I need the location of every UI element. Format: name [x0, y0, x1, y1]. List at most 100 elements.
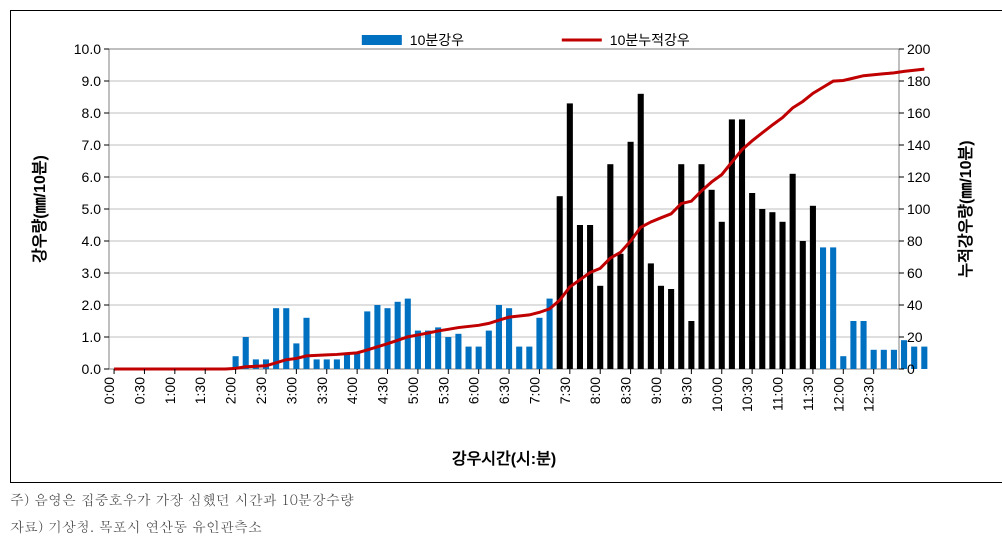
x-tick: 3:30	[314, 377, 330, 404]
x-tick: 1:00	[162, 377, 178, 404]
x-tick: 7:00	[526, 377, 542, 404]
legend-label-line: 10분누적강우	[610, 32, 690, 48]
y-right-tick: 0	[907, 361, 915, 377]
y-right-tick: 60	[907, 265, 923, 281]
bar	[688, 321, 694, 369]
x-tick: 9:00	[648, 377, 664, 404]
y-left-tick: 10.0	[74, 41, 101, 57]
bar	[749, 193, 755, 369]
bar	[759, 209, 765, 369]
y-right-tick: 20	[907, 329, 923, 345]
bar	[364, 311, 370, 369]
bar	[567, 103, 573, 369]
bar	[324, 359, 330, 369]
x-tick: 9:30	[678, 377, 694, 404]
bar	[435, 327, 441, 369]
bar	[871, 350, 877, 369]
y-left-tick: 4.0	[82, 233, 102, 249]
x-tick: 3:00	[283, 377, 299, 404]
x-tick: 7:30	[557, 377, 573, 404]
bar	[476, 347, 482, 369]
bar	[628, 142, 634, 369]
y-right-tick: 180	[907, 73, 931, 89]
bar	[496, 305, 502, 369]
bar	[557, 196, 563, 369]
x-tick: 6:30	[496, 377, 512, 404]
bar	[384, 308, 390, 369]
footnote-1: 주) 음영은 집중호우가 가장 심했던 시간과 10분강수량	[10, 489, 992, 510]
bar	[243, 337, 249, 369]
x-tick: 10:00	[709, 377, 725, 412]
bar	[678, 164, 684, 369]
x-tick: 0:30	[131, 377, 147, 404]
bar	[921, 347, 927, 369]
y-right-tick: 160	[907, 105, 931, 121]
y-left-tick: 8.0	[82, 105, 102, 121]
bar	[354, 353, 360, 369]
chart-plot: 0.01.02.03.04.05.06.07.08.09.010.0020406…	[19, 19, 991, 474]
bar	[668, 289, 674, 369]
bar	[466, 347, 472, 369]
y-right-tick: 200	[907, 41, 931, 57]
bar	[779, 222, 785, 369]
bar	[607, 164, 613, 369]
bar	[881, 350, 887, 369]
y-left-tick: 3.0	[82, 265, 102, 281]
bar	[729, 119, 735, 369]
bar	[810, 206, 816, 369]
legend-swatch-bar	[362, 35, 402, 45]
x-tick: 12:30	[861, 377, 877, 412]
x-tick: 12:00	[830, 377, 846, 412]
bar	[800, 241, 806, 369]
footnote-2: 자료) 기상청. 목포시 연산동 유인관측소	[10, 516, 992, 537]
x-tick: 10:30	[739, 377, 755, 412]
bar	[486, 331, 492, 369]
x-tick: 4:00	[344, 377, 360, 404]
bar	[658, 286, 664, 369]
bar	[395, 302, 401, 369]
bar	[293, 343, 299, 369]
bar	[303, 318, 309, 369]
bar	[861, 321, 867, 369]
x-tick: 8:00	[587, 377, 603, 404]
bar	[526, 347, 532, 369]
chart-svg: 0.01.02.03.04.05.06.07.08.09.010.0020406…	[19, 19, 989, 474]
y-right-label: 누적강우량(㎜/10분)	[956, 140, 975, 277]
bar	[455, 334, 461, 369]
bar	[617, 254, 623, 369]
y-right-tick: 100	[907, 201, 931, 217]
y-left-tick: 2.0	[82, 297, 102, 313]
y-left-tick: 0.0	[82, 361, 102, 377]
bar	[891, 350, 897, 369]
bar	[425, 331, 431, 369]
y-left-label: 강우량(㎜/10분)	[30, 155, 49, 263]
y-left-tick: 9.0	[82, 73, 102, 89]
legend-label-bar: 10분강우	[410, 32, 464, 48]
y-left-tick: 6.0	[82, 169, 102, 185]
y-left-tick: 5.0	[82, 201, 102, 217]
bar	[445, 337, 451, 369]
y-right-tick: 40	[907, 297, 923, 313]
chart-frame: 0.01.02.03.04.05.06.07.08.09.010.0020406…	[10, 10, 1002, 483]
x-tick: 1:30	[192, 377, 208, 404]
x-tick: 2:00	[223, 377, 239, 404]
x-tick: 8:30	[618, 377, 634, 404]
x-tick: 6:00	[466, 377, 482, 404]
bar	[648, 263, 654, 369]
bar	[314, 359, 320, 369]
bar	[405, 299, 411, 369]
bar	[334, 359, 340, 369]
bar	[344, 353, 350, 369]
bar	[739, 119, 745, 369]
bar	[597, 286, 603, 369]
bar	[587, 225, 593, 369]
bar	[577, 225, 583, 369]
x-axis-label: 강우시간(시:분)	[452, 450, 556, 468]
y-left-tick: 1.0	[82, 329, 102, 345]
x-tick: 0:00	[101, 377, 117, 404]
y-right-tick: 120	[907, 169, 931, 185]
x-tick: 5:30	[435, 377, 451, 404]
bar	[536, 318, 542, 369]
bar	[719, 222, 725, 369]
y-right-tick: 80	[907, 233, 923, 249]
